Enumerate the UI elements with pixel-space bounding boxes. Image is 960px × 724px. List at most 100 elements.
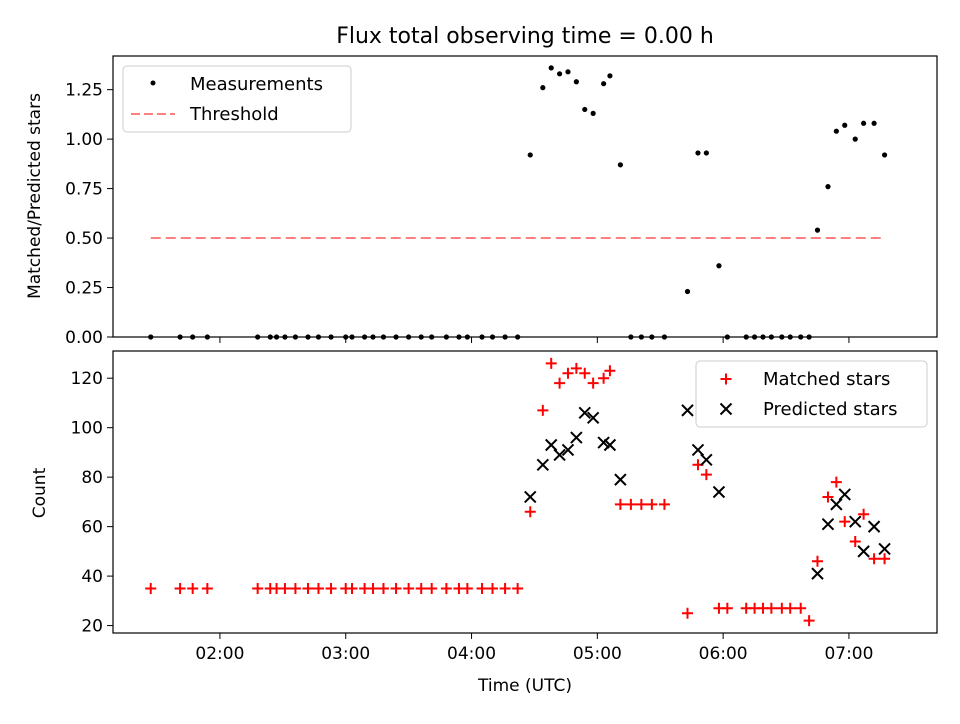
measurement-point (703, 150, 709, 156)
measurement-point (556, 71, 563, 77)
measurement-point (515, 334, 521, 340)
predicted-star-point (691, 443, 705, 457)
measurement-point (177, 334, 183, 340)
measurement-point (582, 106, 588, 113)
legend-measurements-label: Measurements (190, 74, 323, 95)
measurement-point (871, 120, 877, 126)
matched-star-point (476, 582, 488, 594)
measurement-points (148, 65, 888, 340)
predicted-star-point (561, 443, 575, 457)
measurement-point (406, 334, 412, 340)
predicted-star-point (603, 438, 617, 452)
predicted-star-point (838, 488, 851, 501)
matched-star-point (415, 582, 427, 594)
matched-star-point (499, 582, 511, 594)
measurement-point (861, 120, 867, 126)
predicted-star-point (597, 436, 610, 449)
measurement-point (370, 334, 376, 340)
matched-star-point (811, 555, 823, 567)
measurement-point (349, 334, 355, 340)
top-y-tick-label: 0.00 (65, 328, 103, 348)
top-legend: Measurements Threshold (122, 65, 352, 133)
measurement-point (148, 334, 154, 340)
bottom-y-tick-label: 40 (81, 567, 103, 587)
matched-star-point (658, 498, 670, 510)
top-legend-box (122, 65, 352, 133)
matched-star-point (646, 498, 658, 510)
matched-star-point (598, 372, 610, 384)
matched-star-point (440, 582, 452, 594)
measurement-point (429, 334, 435, 340)
matched-star-point (289, 582, 301, 594)
measurement-point (456, 334, 462, 340)
measurement-point (798, 334, 804, 340)
measurement-point (638, 334, 644, 340)
matched-star-point (554, 377, 566, 389)
bottom-y-tick-label: 100 (71, 419, 103, 439)
bottom-legend-box (695, 360, 928, 428)
x-tick-label: 03:00 (321, 644, 370, 664)
measurement-point (649, 334, 655, 340)
matched-star-point (174, 582, 186, 594)
x-tick-label: 02:00 (195, 644, 244, 664)
matched-star-point (604, 365, 616, 377)
matched-star-point (187, 582, 199, 594)
measurement-point (751, 334, 758, 340)
predicted-star-point (811, 567, 824, 580)
matched-star-point (681, 607, 693, 619)
matched-star-point (879, 553, 891, 565)
measurement-point (695, 150, 701, 156)
measurement-point (842, 122, 848, 128)
matched-star-point (377, 582, 389, 594)
measurement-point (768, 334, 774, 340)
matched-star-point (312, 582, 324, 594)
legend-matched-marker (720, 373, 732, 385)
bottom-y-tick-label: 120 (71, 369, 103, 389)
matched-star-point (279, 582, 291, 594)
matched-star-point (252, 582, 264, 594)
measurement-point (548, 65, 554, 71)
bottom-axes-frame (112, 350, 938, 634)
measurement-point (343, 334, 349, 340)
matched-star-points (145, 357, 891, 627)
measurement-point (724, 334, 730, 340)
measurement-point (814, 227, 821, 233)
legend-matched-label: Matched stars (763, 369, 890, 390)
measurement-point (489, 334, 496, 340)
measurement-point (305, 334, 311, 340)
top-y-tick-label: 1.00 (65, 130, 103, 150)
predicted-star-point (830, 498, 843, 511)
bottom-y-ticks: 20 40 60 80 100 120 (71, 369, 113, 637)
predicted-star-point (570, 431, 583, 444)
matched-star-point (403, 582, 415, 594)
measurement-point (255, 334, 261, 340)
x-axis-label: Time (UTC) (477, 676, 572, 696)
matched-star-point (625, 498, 637, 510)
matched-star-point (570, 362, 582, 374)
matched-star-point (537, 404, 549, 416)
measurement-point (540, 85, 546, 91)
matched-star-point (390, 582, 402, 594)
measurement-point (565, 69, 571, 75)
predicted-star-point (553, 448, 566, 462)
predicted-star-point (524, 490, 537, 504)
measurement-point (617, 162, 623, 168)
measurement-point (628, 334, 634, 340)
matched-star-point (325, 582, 337, 594)
predicted-star-point (545, 438, 558, 452)
matched-star-point (765, 602, 777, 614)
measurement-point (273, 334, 280, 340)
top-y-tick-label: 1.25 (65, 81, 103, 101)
measurement-point (852, 136, 858, 142)
matched-star-point (868, 553, 880, 565)
predicted-star-point (681, 404, 694, 417)
measurement-point (190, 334, 196, 340)
predicted-star-point (867, 520, 881, 533)
measurement-point (881, 152, 888, 158)
predicted-star-point (578, 406, 591, 420)
x-tick-label: 07:00 (824, 644, 873, 664)
measurement-point (267, 334, 273, 340)
top-y-tick-label: 0.50 (65, 229, 103, 249)
measurement-point (573, 79, 579, 85)
